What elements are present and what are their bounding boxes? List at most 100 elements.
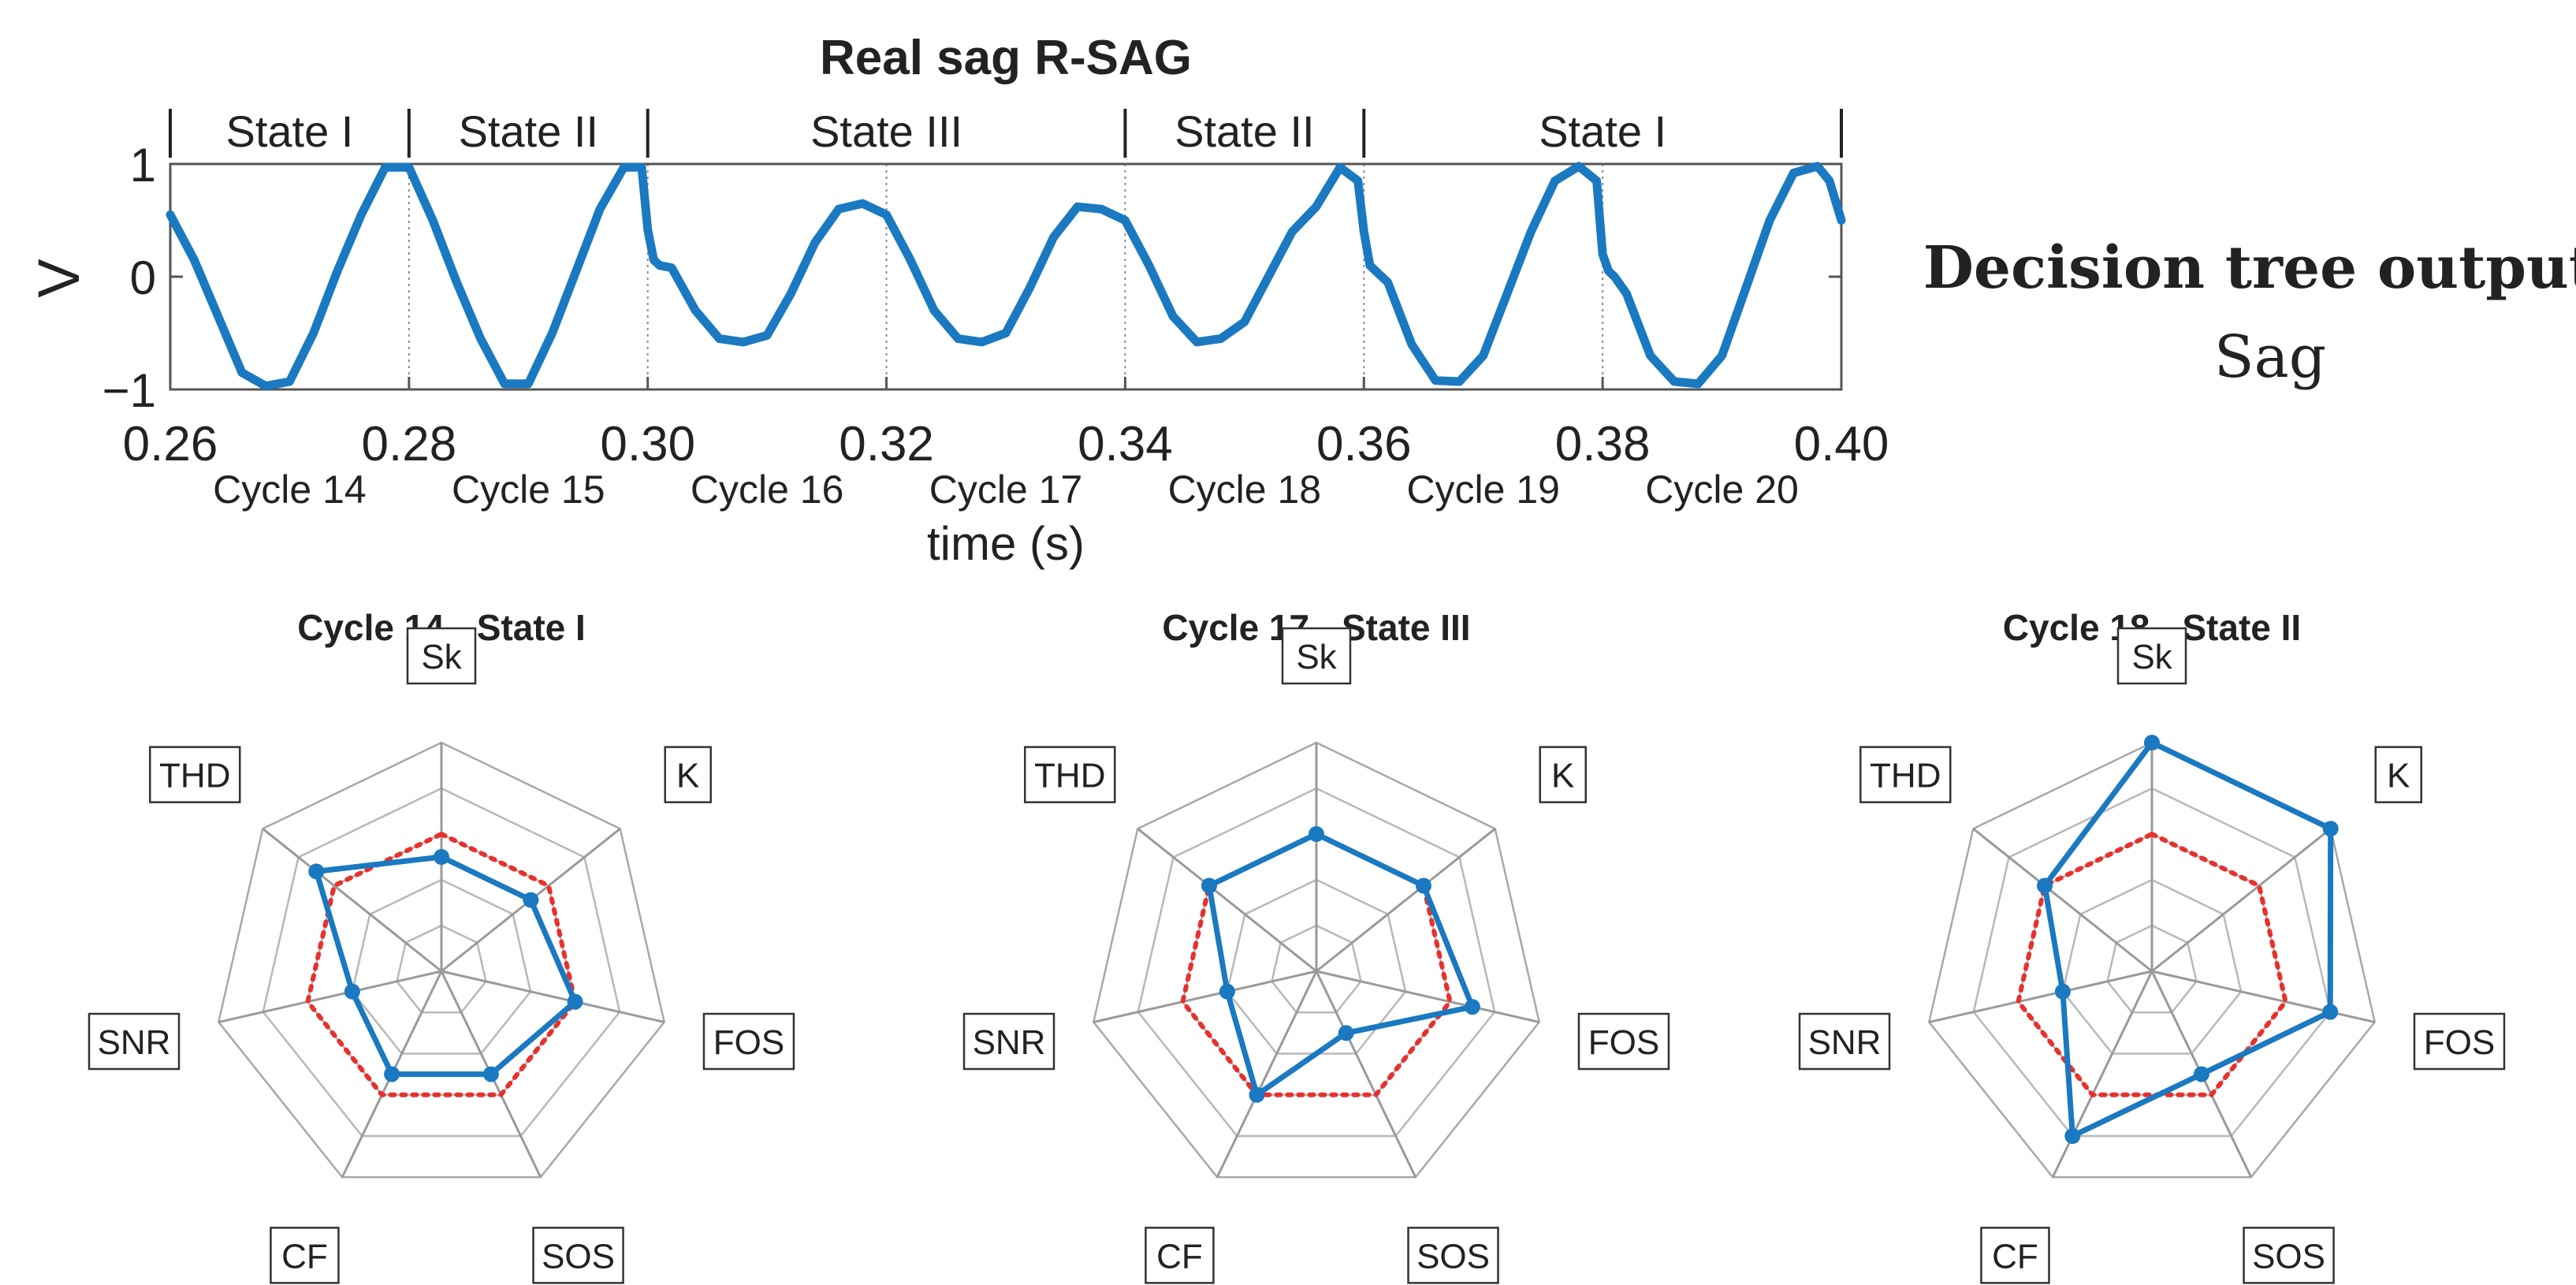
- radar-spoke: [1316, 970, 1540, 1023]
- radar-axis-label: CF: [1992, 1237, 2038, 1276]
- cycle-data-point: [2144, 735, 2160, 751]
- x-tick-label: 0.38: [1555, 417, 1651, 471]
- cycle-data-point: [2322, 1004, 2339, 1020]
- cycle-data-point: [1464, 999, 1480, 1015]
- radar-axis-label: K: [1551, 757, 1574, 795]
- radar-axis-label: THD: [1034, 757, 1105, 795]
- axis-label-box: [1145, 1227, 1215, 1284]
- radar-ring: [351, 878, 532, 1055]
- radar-ring: [1137, 787, 1496, 1138]
- axis-label-box: [1798, 1012, 1891, 1071]
- radar-axis-label: K: [2387, 757, 2410, 795]
- cycle-data-point: [1308, 826, 1324, 842]
- radar-axis-label: SNR: [973, 1023, 1046, 1062]
- cycle-data-point: [434, 849, 449, 865]
- y-tick-label: 1: [130, 139, 156, 192]
- state-label: State II: [459, 106, 598, 156]
- radar-ring: [1271, 924, 1362, 1014]
- axis-label-box: [1407, 1227, 1499, 1284]
- waveform-chart: Real sag R-SAG 1 0 −1 V 0.26 0.28 0.30 0.32 0.34 0…: [26, 31, 1889, 570]
- radar-spoke: [1972, 828, 2153, 973]
- radar-spoke: [1093, 970, 1317, 1023]
- cycle-label: Cycle 20: [1645, 467, 1799, 512]
- x-axis-label: time (s): [927, 517, 1085, 570]
- cycle-data-point: [567, 993, 583, 1010]
- radar-spoke: [262, 828, 442, 973]
- chart-title: Real sag R-SAG: [820, 31, 1192, 85]
- cycle-data-point: [2037, 877, 2053, 894]
- y-tick-label: −1: [102, 364, 156, 417]
- x-tick-label: 0.40: [1794, 417, 1889, 471]
- cycle-data-point: [1201, 877, 1217, 894]
- radar-axis-label: FOS: [713, 1023, 784, 1062]
- reference-series-line: [305, 831, 578, 1097]
- radar-axis-label: FOS: [1588, 1023, 1659, 1062]
- reference-series-line: [2016, 831, 2288, 1097]
- cycle-data-point: [1338, 1025, 1354, 1041]
- cycle-data-point: [1249, 1086, 1265, 1103]
- axis-label-box: [1281, 627, 1352, 685]
- axis-label-box: [1859, 746, 1952, 803]
- axis-label-box: [2413, 1012, 2506, 1071]
- cycle-label: Cycle 14: [213, 467, 367, 512]
- radar-axis-label: SOS: [1416, 1237, 1490, 1276]
- decision-label: Decision tree output:: [1923, 234, 2576, 302]
- axis-label-box: [702, 1012, 795, 1071]
- radar-spoke: [1215, 970, 1318, 1178]
- cycle-series-line: [1206, 831, 1476, 1098]
- cycle-label: Cycle 17: [929, 467, 1083, 512]
- cycle-label: Cycle 19: [1406, 467, 1560, 512]
- radar-spoke: [218, 970, 442, 1023]
- decision-value: Sag: [2214, 323, 2326, 391]
- axis-label-box: [2243, 1227, 2335, 1284]
- radar-axis-label: THD: [1870, 757, 1941, 795]
- cycle-series-line: [313, 854, 579, 1078]
- decision-tree-output: Decision tree output: Sag: [1923, 234, 2576, 391]
- y-axis-label: V: [26, 259, 91, 298]
- axis-label-box: [962, 1012, 1055, 1071]
- radar-ring: [396, 924, 487, 1014]
- radar-axis-label: FOS: [2424, 1023, 2495, 1062]
- axis-label-box: [149, 746, 241, 803]
- state-label: State II: [1174, 106, 1314, 156]
- cycle-data-point: [384, 1066, 400, 1082]
- axis-label-box: [1024, 746, 1116, 803]
- radar-axis-label: SNR: [98, 1023, 171, 1062]
- cycle-data-point: [344, 983, 360, 1000]
- axis-label-box: [2116, 627, 2187, 685]
- radar-ring: [1927, 741, 2377, 1179]
- radar-spoke: [1137, 828, 1317, 973]
- cycle-data-point: [2054, 983, 2071, 1000]
- radar-ring: [1092, 741, 1541, 1179]
- x-tick-label: 0.28: [362, 417, 457, 471]
- axis-label-box: [664, 746, 712, 803]
- axis-label-box: [406, 627, 477, 685]
- cycle-data-point: [523, 892, 539, 908]
- radar-axis-label: K: [676, 757, 699, 795]
- radar-axis-label: THD: [159, 757, 230, 795]
- cycle-label: Cycle 15: [452, 467, 605, 512]
- radar-spoke: [2151, 828, 2332, 973]
- radar-axis-label: CF: [1156, 1237, 1203, 1276]
- cycle-label: Cycle 16: [691, 467, 844, 512]
- radar-ring: [2061, 878, 2243, 1055]
- cycle-data-point: [2064, 1128, 2081, 1144]
- radar-ring: [1972, 787, 2332, 1138]
- radar-axis-label: SNR: [1808, 1023, 1882, 1062]
- radar-axis-label: Sk: [421, 638, 462, 676]
- cycle-data-point: [1416, 877, 1431, 894]
- radar-spoke: [1316, 828, 1496, 973]
- radar-axis-label: SOS: [2252, 1237, 2325, 1276]
- cycle-data-point: [2322, 821, 2339, 837]
- radar-axis-label: Sk: [2131, 638, 2172, 676]
- axis-label-box: [270, 1227, 340, 1284]
- axis-label-box: [87, 1012, 181, 1071]
- y-tick-label: 0: [130, 251, 156, 304]
- x-tick-label: 0.32: [839, 417, 934, 471]
- cycle-data-point: [2193, 1066, 2209, 1082]
- cycle-data-point: [1219, 983, 1235, 1000]
- x-tick-label: 0.36: [1316, 417, 1412, 471]
